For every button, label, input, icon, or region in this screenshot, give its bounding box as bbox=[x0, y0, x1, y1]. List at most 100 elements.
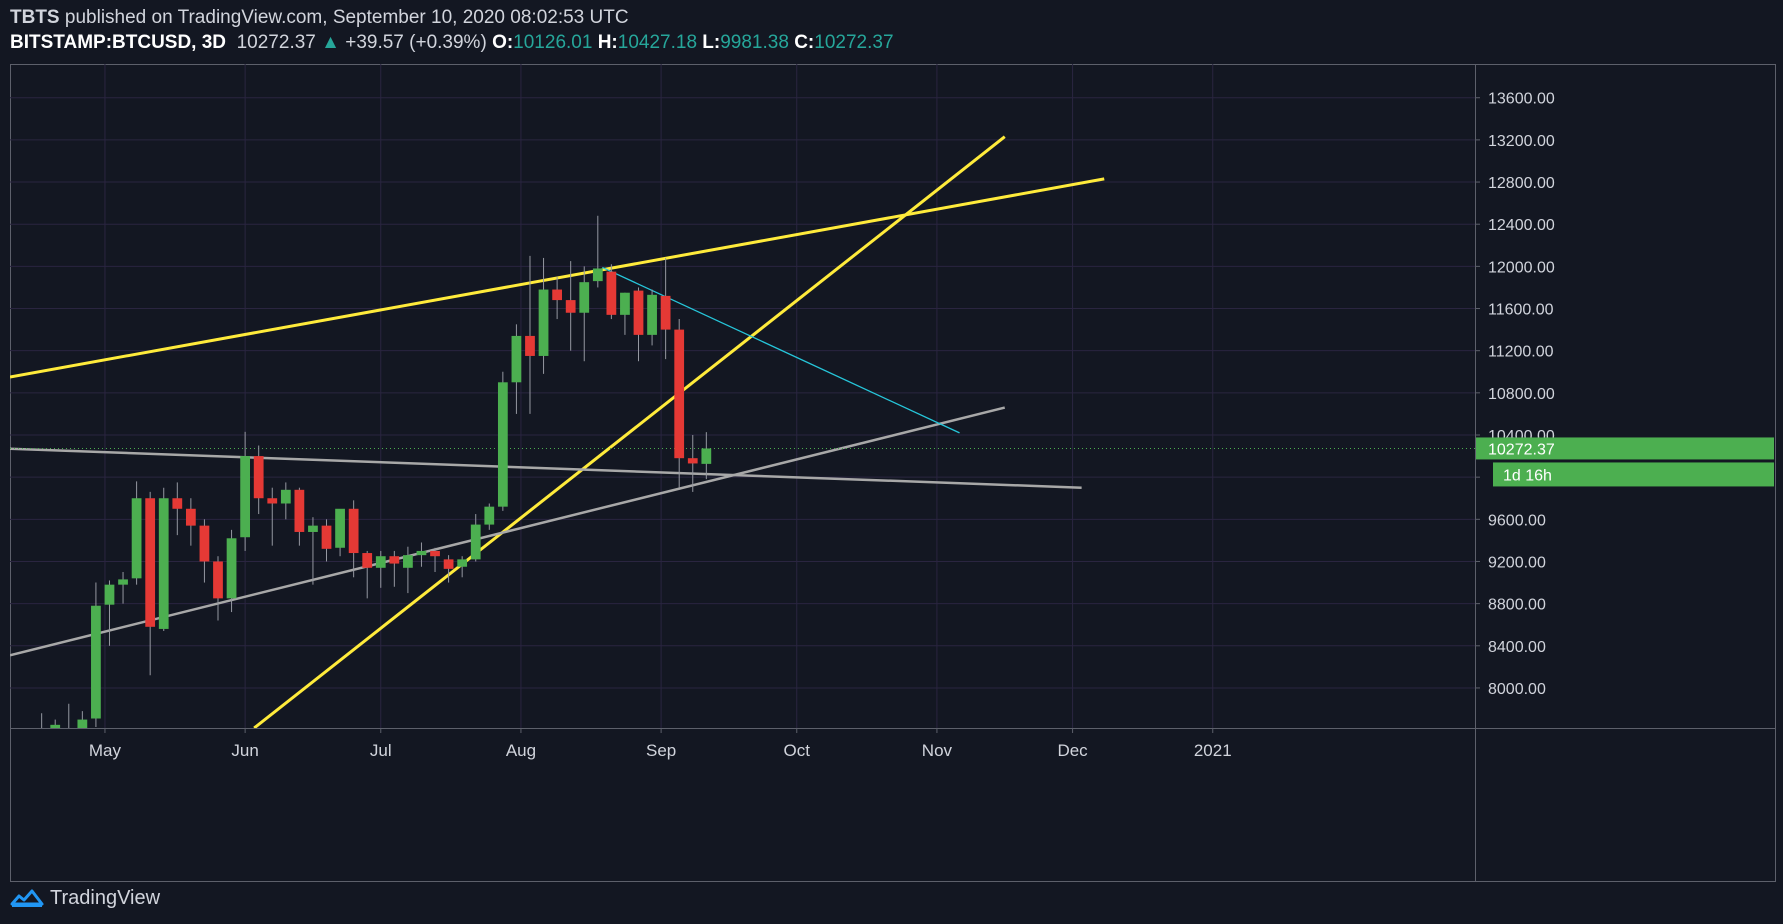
time-axis-label: Oct bbox=[784, 741, 811, 760]
candle-down bbox=[552, 276, 562, 320]
candle-body bbox=[375, 556, 386, 568]
candle-up bbox=[538, 257, 549, 374]
trendline-gray bbox=[10, 447, 1082, 489]
candle-up bbox=[470, 514, 481, 562]
candle-body bbox=[226, 538, 237, 599]
candle-body bbox=[620, 292, 630, 315]
candle-up bbox=[91, 582, 101, 727]
candle-body bbox=[280, 489, 291, 504]
candle-body bbox=[592, 268, 603, 282]
time-axis-label: Aug bbox=[506, 741, 536, 760]
candlestick-chart[interactable]: 8000.008400.008800.009200.009600.0010400… bbox=[10, 64, 1776, 882]
candle-down bbox=[430, 547, 440, 573]
candle-body bbox=[484, 506, 495, 525]
time-axis-label: 2021 bbox=[1194, 741, 1232, 760]
candle-down bbox=[660, 257, 671, 360]
candle-up bbox=[280, 482, 291, 520]
candle-down bbox=[362, 550, 373, 599]
candle-down bbox=[172, 482, 183, 536]
time-axis-label: Jun bbox=[231, 741, 258, 760]
low-label: L: bbox=[702, 32, 721, 53]
candle-body bbox=[552, 289, 562, 301]
candle-down bbox=[199, 519, 210, 583]
candle-body bbox=[701, 448, 712, 464]
last-price-tag-bg bbox=[1476, 437, 1774, 460]
candle-up bbox=[701, 432, 712, 480]
price-axis-label: 12800.00 bbox=[1488, 175, 1555, 192]
candle-body bbox=[660, 295, 671, 330]
candle-body bbox=[50, 724, 61, 728]
candle-body bbox=[389, 556, 400, 564]
candle-down bbox=[687, 434, 698, 492]
countdown-tag-label: 1d 16h bbox=[1503, 467, 1552, 484]
price-change: +39.57 (+0.39%) bbox=[345, 32, 487, 53]
ohlc-line: BITSTAMP:BTCUSD, 3D 10272.37 ▲ +39.57 (+… bbox=[10, 30, 894, 56]
high-value: 10427.18 bbox=[617, 32, 698, 53]
time-axis-label: Dec bbox=[1057, 741, 1088, 760]
low-value: 9981.38 bbox=[720, 32, 789, 53]
candle-up bbox=[131, 481, 142, 585]
candle-body bbox=[674, 329, 685, 459]
time-axis-label: May bbox=[89, 741, 122, 760]
candle-body bbox=[267, 498, 278, 504]
change-up-icon: ▲ bbox=[321, 32, 340, 53]
price-axis-label: 11200.00 bbox=[1488, 344, 1554, 361]
author-name[interactable]: TBTS bbox=[10, 7, 60, 28]
candle-down bbox=[185, 498, 196, 546]
brand-label: TradingView bbox=[50, 886, 161, 909]
candle-down bbox=[145, 491, 156, 676]
candle-body bbox=[348, 508, 359, 554]
candle-down bbox=[606, 264, 617, 320]
candle-body bbox=[606, 271, 617, 315]
candle-up bbox=[50, 719, 61, 728]
candle-body bbox=[457, 559, 468, 567]
price-axis-label: 11600.00 bbox=[1488, 302, 1554, 319]
candle-up bbox=[592, 215, 603, 288]
chart-area[interactable]: 8000.00 8400.00 8800.00 9200.00 9600.00 10400… bbox=[10, 64, 1776, 882]
candle-body bbox=[430, 550, 440, 557]
candle-up bbox=[240, 431, 251, 551]
candle-up bbox=[118, 572, 128, 604]
candle-up bbox=[457, 556, 468, 578]
candle-up bbox=[416, 542, 427, 567]
time-axis-label: Jul bbox=[370, 741, 392, 760]
candle-up bbox=[104, 580, 115, 646]
candle-down bbox=[565, 261, 576, 351]
candle-body bbox=[470, 524, 481, 560]
open-value: 10126.01 bbox=[513, 32, 593, 53]
tradingview-logo-icon bbox=[10, 889, 44, 907]
candle-up bbox=[620, 292, 630, 335]
symbol-label[interactable]: BITSTAMP:BTCUSD, 3D bbox=[10, 32, 227, 53]
candle-up bbox=[497, 371, 508, 511]
candle-body bbox=[443, 559, 454, 569]
publish-line: TBTS published on TradingView.com, Septe… bbox=[10, 6, 894, 30]
price-axis-label: 8000.00 bbox=[1488, 681, 1546, 698]
price-axis-label: 10800.00 bbox=[1488, 386, 1555, 403]
countdown-tag: 1d 16h bbox=[1493, 462, 1774, 487]
candle-down bbox=[443, 555, 454, 583]
candle-body bbox=[565, 300, 576, 313]
countdown-tag-bg bbox=[1493, 462, 1774, 487]
candle-up bbox=[77, 711, 88, 728]
candle-body bbox=[687, 458, 698, 464]
close-value: 10272.37 bbox=[814, 32, 894, 53]
last-price-tag: 10272.37 bbox=[1476, 437, 1774, 460]
price-axis-label: 9600.00 bbox=[1488, 512, 1546, 529]
candle-down bbox=[348, 500, 359, 578]
price-axis: 8000.008400.008800.009200.009600.0010400… bbox=[1475, 91, 1555, 698]
tradingview-brand[interactable]: TradingView bbox=[10, 884, 160, 912]
candle-body bbox=[118, 579, 128, 585]
candle-up bbox=[375, 550, 386, 588]
open-label: O: bbox=[492, 32, 514, 53]
price-axis-label: 9200.00 bbox=[1488, 554, 1546, 571]
time-axis-label: Nov bbox=[922, 741, 953, 760]
candle-body bbox=[294, 489, 305, 532]
candle-body bbox=[185, 508, 196, 526]
candle-body bbox=[511, 335, 522, 383]
price-axis-label: 13600.00 bbox=[1488, 91, 1555, 108]
candle-up bbox=[226, 529, 237, 613]
candle-body bbox=[633, 290, 644, 335]
candle-up bbox=[335, 508, 345, 557]
candle-body bbox=[362, 553, 373, 568]
candle-down bbox=[389, 550, 400, 587]
